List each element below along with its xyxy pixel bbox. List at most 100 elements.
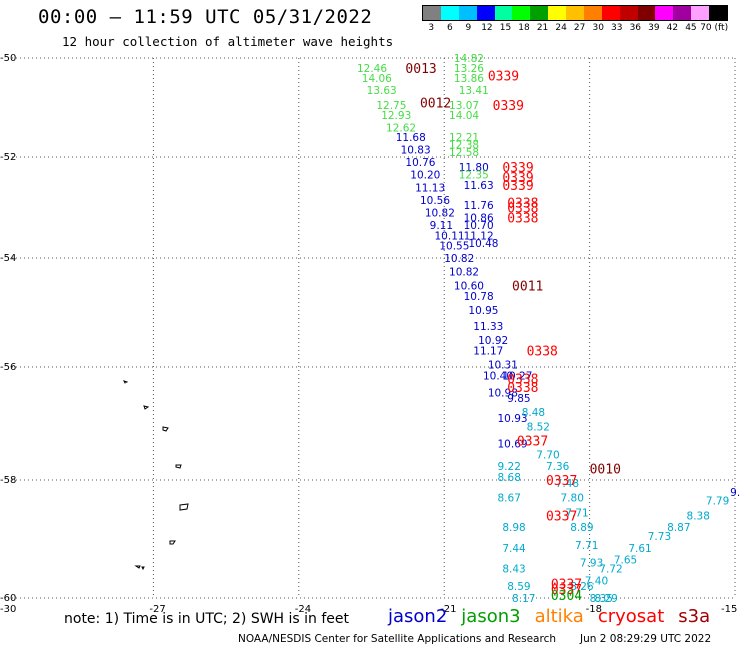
color-swatch [530, 6, 549, 20]
swh-label: 10.93 [498, 413, 528, 425]
swh-label: 14.82 [454, 53, 484, 65]
swh-label: 8.89 [570, 522, 593, 534]
wave-height-map[interactable]: 14.82 12.46 13.26 14.06 13.86 13.63 13.41 12.75… [0, 50, 740, 616]
swh-label: 7.65 [614, 555, 637, 567]
swh-label: 7.73 [648, 531, 671, 543]
satellite-legend-jason3: jason3 [461, 606, 521, 627]
swh-label: 10.82 [425, 208, 455, 220]
swh-label: 10.40 [483, 370, 513, 382]
swh-label: 9.39 [730, 487, 740, 499]
swh-label: 11.68 [396, 132, 426, 144]
color-tick-label: 6 [446, 23, 453, 33]
swh-label: 8.68 [498, 472, 521, 484]
swh-label: 7.70 [536, 450, 559, 462]
color-scale-ticks: 3 6 9 12 15 18 21 24 27 30 33 36 39 42 45 70 (ft) [422, 23, 728, 33]
island-shape [162, 426, 169, 432]
swh-label: 11.12 [464, 230, 494, 242]
island-shape [169, 540, 176, 545]
swh-label: 8.48 [522, 407, 545, 419]
swh-label: 12.93 [381, 110, 411, 122]
swh-label: 12.38 [449, 140, 479, 152]
swh-label: 13.63 [367, 85, 397, 97]
swh-label: 7.79 [706, 496, 729, 508]
swh-label: 10.83 [401, 145, 431, 157]
swh-label: 7.48 [556, 478, 579, 490]
swh-label: 8.87 [667, 522, 690, 534]
color-swatch [566, 6, 584, 20]
longitude-label: -30 [0, 604, 16, 615]
latitude-label: -50 [0, 53, 16, 64]
longitude-label: -27 [149, 604, 165, 615]
timestamp: Jun 2 08:29:29 UTC 2022 [580, 633, 712, 645]
color-swatch [440, 6, 459, 20]
credit-line: NOAA/NESDIS Center for Satellite Applica… [238, 633, 556, 645]
swh-label: 10.55 [439, 240, 469, 252]
color-swatch [583, 6, 602, 20]
swh-label: 8.43 [502, 564, 525, 576]
page-subtitle: 12 hour collection of altimeter wave hei… [62, 34, 394, 49]
swh-label: 10.27 [502, 370, 532, 382]
color-tick-label: 30 [592, 23, 604, 33]
swh-label: 8.67 [498, 493, 521, 505]
pass-time-label: 0337 [517, 434, 548, 449]
latitude-label: -60 [0, 593, 16, 604]
swh-label: 12.35 [459, 170, 489, 182]
pass-time-label: 0012 [420, 97, 451, 112]
island-shape [134, 565, 145, 571]
swh-value-labels: 14.82 12.46 13.26 14.06 13.86 13.63 13.41 12.75… [357, 53, 740, 605]
color-tick-label: 12 [481, 23, 493, 33]
swh-label: 9.22 [498, 461, 521, 473]
swh-label: 7.40 [585, 575, 608, 587]
swh-label: 10.76 [405, 157, 435, 169]
footer-note: note: 1) Time is in UTC; 2) SWH is in fe… [64, 611, 350, 627]
pass-time-label: 0304 [551, 589, 582, 604]
color-tick-label: 27 [573, 23, 586, 33]
color-swatch [601, 6, 620, 20]
swh-label: 12.62 [386, 122, 416, 134]
swh-label: 7.71 [565, 507, 588, 519]
color-swatch [458, 6, 477, 20]
pass-time-label: 0338 [507, 202, 538, 217]
color-swatch [548, 6, 566, 20]
swh-label: 11.76 [464, 200, 494, 212]
color-tick-label: 42 [666, 23, 679, 33]
color-tick-label: 3 [428, 23, 435, 33]
swh-label: 7.80 [561, 493, 584, 505]
pass-time-label: 0337 [551, 577, 582, 592]
swh-label: 10.31 [488, 359, 518, 371]
swh-label: 12.46 [357, 63, 387, 75]
pass-time-label: 0337 [546, 509, 577, 524]
swh-label: 8.17 [512, 593, 535, 605]
swh-label: 7.71 [575, 540, 598, 552]
color-scale-swatches [422, 5, 728, 21]
color-tick-label: 15 [499, 23, 512, 33]
swh-label: 14.06 [362, 73, 392, 85]
swh-label: 10.78 [464, 291, 494, 303]
pass-time-label: 0011 [512, 279, 543, 294]
color-swatch [512, 6, 531, 20]
swh-label: 13.26 [454, 63, 484, 75]
pass-time-label: 0339 [502, 171, 533, 186]
swh-label: 12.58 [449, 147, 479, 159]
pass-time-label: 0338 [527, 345, 558, 360]
color-swatch [619, 6, 638, 20]
swh-label: 10.82 [449, 267, 479, 279]
swh-label: 8.38 [687, 510, 710, 522]
pass-time-label: 0339 [502, 179, 533, 194]
pass-time-label: 0338 [507, 212, 538, 227]
latitude-label: -58 [0, 475, 16, 486]
swh-label: 11.17 [473, 346, 503, 358]
satellite-legend-jason2: jason2 [388, 606, 448, 627]
color-tick-label: 9 [465, 23, 472, 33]
pass-time-label: 0337 [546, 474, 577, 489]
swh-label: 11.13 [415, 182, 445, 194]
swh-label: 10.86 [464, 213, 494, 225]
swh-label: 11.63 [464, 180, 494, 192]
color-swatch [655, 6, 674, 20]
pass-time-label: 0013 [405, 62, 436, 77]
color-scale-legend: 3 6 9 12 15 18 21 24 27 30 33 36 39 42 45 70 (ft) [422, 5, 728, 35]
swh-label: 10.11 [435, 230, 465, 242]
page-title: 00:00 — 11:59 UTC 05/31/2022 [38, 6, 373, 28]
swh-label: 10.95 [468, 305, 498, 317]
